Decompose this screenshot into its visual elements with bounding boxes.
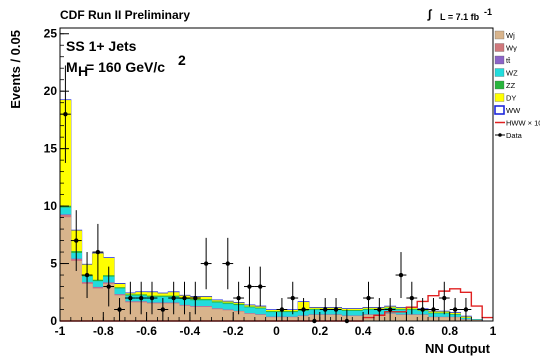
x-tick-label: -0.6: [136, 324, 157, 338]
x-tick-label: 0.4: [355, 324, 372, 338]
data-point: [200, 237, 212, 290]
plot-area: -1 -0.8 -0.6 -0.4 -0.2 0 0.2 0.4 0.6 0.8 105101520…: [44, 27, 497, 338]
x-tick-label: 0: [273, 324, 280, 338]
data-point: [330, 298, 342, 321]
y-axis-title: Events / 0.05: [8, 30, 23, 109]
mass-subscript: H: [78, 63, 88, 79]
data-point: [114, 298, 125, 321]
x-tick-label: -0.8: [93, 324, 114, 338]
data-point: [384, 298, 396, 321]
y-tick-label: 0: [50, 314, 57, 328]
x-axis-title: NN Output: [425, 341, 491, 356]
data-point: [373, 298, 385, 321]
data-point: [244, 266, 255, 307]
legend-label: WZ: [506, 69, 518, 78]
y-tick-label: 15: [44, 142, 58, 156]
luminosity-unit-sup: -1: [484, 7, 492, 17]
legend-entry-wz: WZ: [494, 68, 518, 78]
stack-wj-area: [59, 217, 493, 322]
data-point: [395, 252, 407, 299]
x-tick-label: -1: [55, 324, 66, 338]
x-tick-label: 0.8: [441, 324, 458, 338]
data-point: [222, 237, 234, 290]
legend-label: HWW × 10: [506, 119, 540, 128]
data-point: [60, 65, 71, 163]
data-point: [189, 281, 201, 315]
legend-label: ZZ: [506, 81, 516, 90]
legend-entry-hww10: HWW × 10: [495, 119, 540, 128]
data-point: [70, 210, 82, 271]
legend: Wj Wγ tt̄ WZ ZZ DY WW HWW × 10 Data: [494, 30, 540, 140]
experiment-label: CDF Run II Preliminary: [60, 8, 190, 22]
legend-label: Data: [506, 131, 523, 140]
legend-entry-data: Data: [495, 131, 523, 140]
data-point: [135, 281, 147, 315]
data-point: [254, 266, 266, 307]
legend-entry-zz: ZZ: [494, 80, 516, 90]
y-tick-label: 5: [50, 257, 57, 271]
channel-label: SS 1+ Jets: [66, 38, 137, 54]
data-point: [168, 281, 180, 315]
mass-value: = 160 GeV/c: [86, 59, 165, 75]
legend-label: Wγ: [506, 44, 517, 53]
luminosity-label: ∫ L = 7.1 fb -1: [427, 7, 492, 22]
legend-entry-dy: DY: [494, 93, 516, 103]
data-point: [276, 298, 288, 321]
data-point: [157, 298, 169, 321]
data-point: [363, 281, 374, 315]
x-tick-label: 0.2: [311, 324, 328, 338]
x-tick-label: -0.4: [180, 324, 201, 338]
legend-label: Wj: [506, 31, 515, 40]
data-point: [81, 252, 93, 299]
y-tick-label: 20: [44, 84, 58, 98]
data-point: [233, 281, 245, 315]
mass-unit-sup: 2: [178, 52, 186, 68]
legend-label: WW: [506, 106, 521, 115]
data-point: [179, 281, 190, 315]
y-tick-label: 25: [44, 27, 58, 41]
x-tick-label: -0.2: [223, 324, 244, 338]
legend-entry-tt: tt̄: [494, 55, 511, 65]
data-point: [428, 298, 439, 321]
data-point: [103, 266, 115, 307]
data-point: [92, 223, 104, 281]
legend-label: tt̄: [506, 56, 511, 65]
data-point: [124, 281, 136, 315]
integral-sign-icon: ∫: [427, 7, 433, 21]
legend-entry-wj: Wj: [494, 30, 515, 40]
legend-entry-ww: WW: [494, 105, 521, 115]
y-tick-label: 10: [44, 199, 58, 213]
data-point: [417, 298, 429, 321]
data-point: [146, 281, 158, 315]
data-point: [319, 298, 331, 321]
mass-symbol: M: [66, 59, 78, 75]
legend-label: DY: [506, 94, 516, 103]
x-tick-label: 1: [490, 324, 497, 338]
legend-entry-w: Wγ: [494, 43, 517, 53]
x-tick-label: 0.6: [398, 324, 415, 338]
data-point: [460, 298, 472, 321]
higgs-mass-label: M H = 160 GeV/c 2: [66, 52, 186, 79]
data-point: [406, 281, 418, 315]
data-point: [287, 281, 299, 315]
data-point: [449, 298, 461, 321]
data-point: [298, 298, 309, 321]
data-point: [438, 281, 450, 315]
luminosity-text: L = 7.1 fb: [440, 12, 480, 22]
